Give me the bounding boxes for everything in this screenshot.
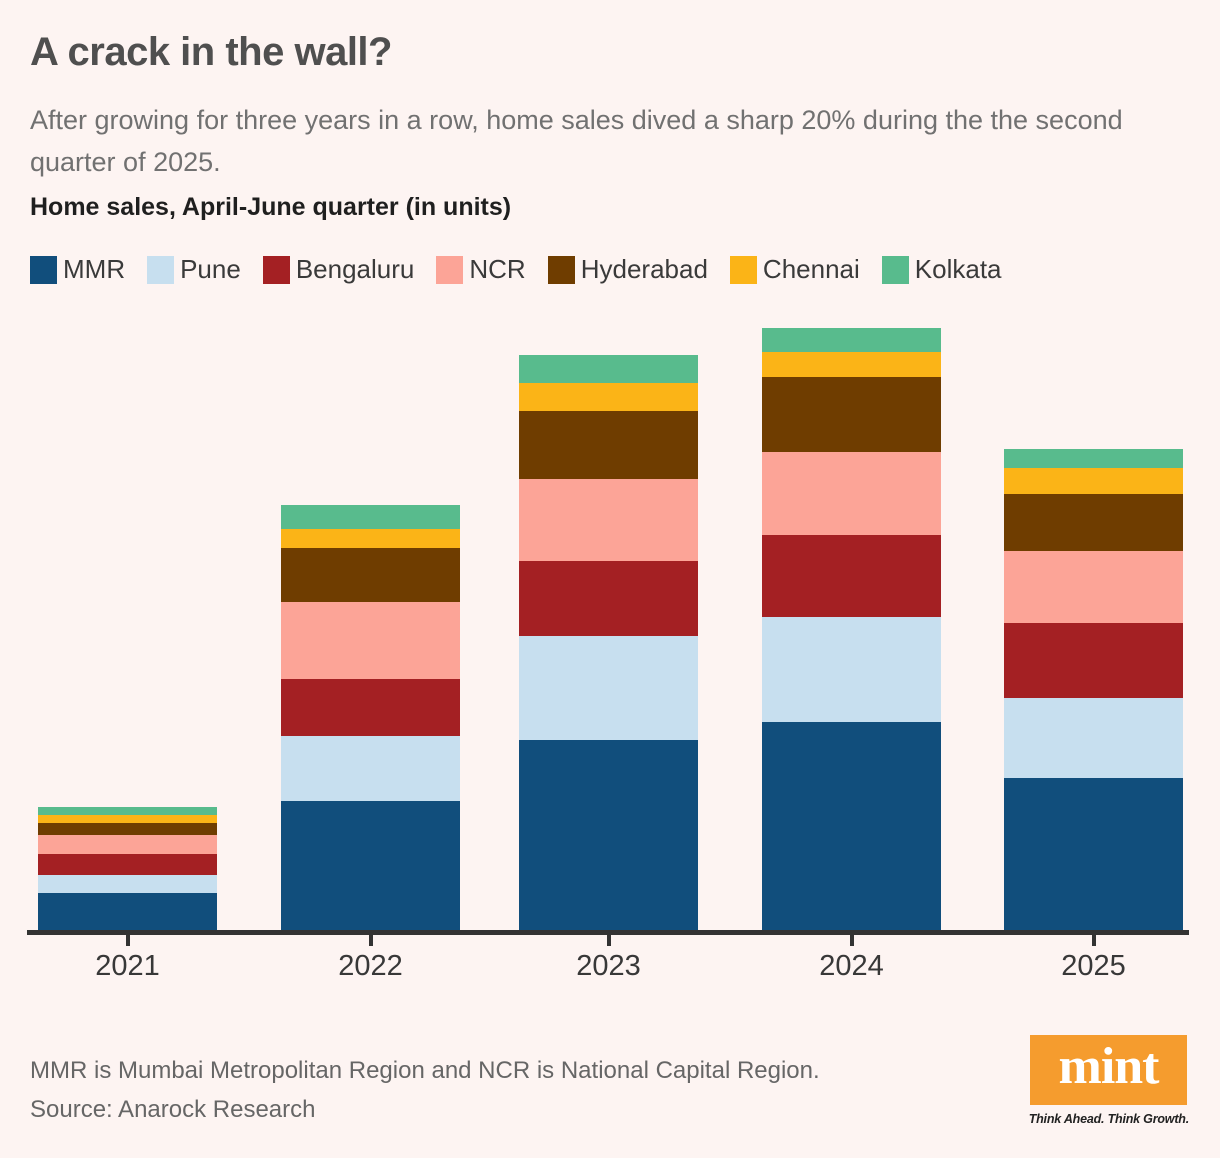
x-axis-label-2022: 2022 <box>338 950 403 982</box>
page-title: A crack in the wall? <box>30 30 392 74</box>
chart-measure-label: Home sales, April-June quarter (in units… <box>30 193 512 221</box>
legend-label: Bengaluru <box>295 254 415 284</box>
bar-2022 <box>281 505 460 930</box>
bar-segment-2022-kolkata <box>281 505 460 529</box>
legend-swatch-hyderabad <box>547 255 575 284</box>
legend-item-bengaluru: Bengaluru <box>262 254 415 285</box>
bar-2021 <box>38 807 217 930</box>
bar-segment-2024-bengaluru <box>762 534 941 617</box>
bar-segment-2021-chennai <box>38 815 217 824</box>
legend-swatch-ncr <box>436 255 464 284</box>
bar-segment-2023-chennai <box>519 383 698 411</box>
bar-segment-2022-pune <box>281 736 460 802</box>
bar-segment-2023-mmr <box>519 739 698 930</box>
mint-logo: mint <box>1030 1035 1187 1105</box>
bar-segment-2025-mmr <box>1004 777 1183 930</box>
x-axis-label-2021: 2021 <box>95 950 160 982</box>
bar-segment-2021-hyderabad <box>38 823 217 836</box>
legend: MMR Pune Bengaluru NCR Hyderabad Chennai Kolka… <box>30 254 1002 285</box>
bar-segment-2025-kolkata <box>1004 448 1183 468</box>
bar-segment-2023-kolkata <box>519 354 698 384</box>
bar-segment-2021-pune <box>38 875 217 893</box>
bar-segment-2024-ncr <box>762 452 941 535</box>
mint-logo-tagline: Think Ahead. Think Growth. <box>1028 1112 1190 1126</box>
legend-label: Chennai <box>762 254 860 284</box>
bar-segment-2021-kolkata <box>38 807 217 816</box>
legend-swatch-mmr <box>30 255 57 284</box>
bar-2024 <box>762 328 941 930</box>
bar-segment-2024-mmr <box>762 722 941 930</box>
legend-item-pune: Pune <box>147 254 241 285</box>
x-tick-2023 <box>606 935 611 946</box>
legend-swatch-bengaluru <box>262 255 290 284</box>
bar-segment-2024-chennai <box>762 351 941 377</box>
footnote-definition: MMR is Mumbai Metropolitan Region and NC… <box>30 1057 820 1084</box>
bar-segment-2021-bengaluru <box>38 853 217 876</box>
bar-segment-2021-mmr <box>38 893 217 930</box>
bar-segment-2022-bengaluru <box>281 678 460 737</box>
bar-segment-2021-ncr <box>38 835 217 854</box>
legend-item-mmr: MMR <box>30 254 125 285</box>
bar-segment-2022-chennai <box>281 528 460 549</box>
bar-segment-2023-bengaluru <box>519 560 698 637</box>
legend-label: MMR <box>63 254 126 284</box>
legend-label: Pune <box>180 254 241 284</box>
bar-segment-2024-kolkata <box>762 328 941 352</box>
bar-segment-2025-hyderabad <box>1004 494 1183 551</box>
legend-swatch-pune <box>147 255 175 284</box>
bar-segment-2025-bengaluru <box>1004 622 1183 699</box>
bar-2025 <box>1004 448 1183 930</box>
chart-subtitle: After growing for three years in a row, … <box>30 105 1123 177</box>
legend-label: Hyderabad <box>580 254 708 284</box>
bar-segment-2023-hyderabad <box>519 410 698 479</box>
x-axis-line <box>27 930 1189 935</box>
bar-2023 <box>519 354 698 930</box>
x-tick-2025 <box>1091 935 1096 946</box>
bar-segment-2023-pune <box>519 636 698 740</box>
mint-logo-text: mint <box>1058 1038 1160 1095</box>
legend-item-chennai: Chennai <box>729 254 860 285</box>
x-axis-label-2023: 2023 <box>576 950 641 982</box>
legend-label: NCR <box>469 254 526 284</box>
bar-segment-2022-hyderabad <box>281 548 460 603</box>
legend-swatch-chennai <box>729 255 757 284</box>
x-tick-2024 <box>849 935 854 946</box>
bar-segment-2023-ncr <box>519 478 698 561</box>
x-axis-label-2025: 2025 <box>1061 950 1126 982</box>
legend-item-hyderabad: Hyderabad <box>547 254 708 285</box>
legend-item-ncr: NCR <box>436 254 526 285</box>
bar-segment-2025-chennai <box>1004 467 1183 495</box>
x-axis-label-2024: 2024 <box>819 950 884 982</box>
bar-segment-2025-pune <box>1004 698 1183 778</box>
x-tick-2022 <box>368 935 373 946</box>
bar-segment-2025-ncr <box>1004 550 1183 623</box>
footnote-source: Source: Anarock Research <box>30 1096 316 1123</box>
bar-segment-2024-hyderabad <box>762 376 941 453</box>
bar-segment-2022-ncr <box>281 602 460 679</box>
x-tick-2021 <box>125 935 130 946</box>
bar-segment-2024-pune <box>762 616 941 723</box>
legend-label: Kolkata <box>914 254 1002 284</box>
legend-swatch-kolkata <box>881 255 909 284</box>
legend-item-kolkata: Kolkata <box>881 254 1002 285</box>
bar-segment-2022-mmr <box>281 801 460 930</box>
